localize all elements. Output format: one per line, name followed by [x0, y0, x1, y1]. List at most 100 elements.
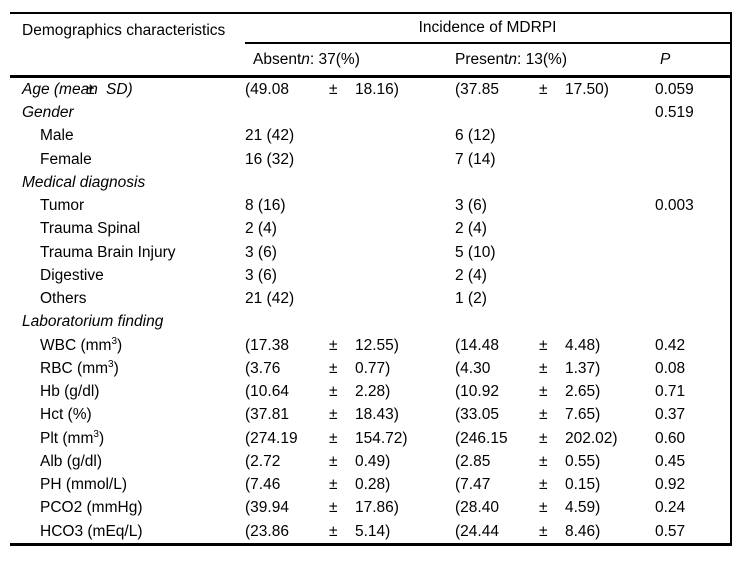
p-value-cell: 0.059	[655, 80, 694, 98]
present-value-cell: 3 (6)	[455, 197, 487, 215]
row-label-cell: WBC (mm3)	[10, 334, 245, 357]
table-row: Tumor 8 (16) 3 (6) 0.003	[10, 194, 731, 217]
row-label-cell: PH (mmol/L)	[40, 476, 127, 494]
plus-minus-symbol: ±	[329, 359, 338, 377]
absent-value-cell: (7.46 ±0.28)	[245, 473, 455, 496]
present-value-cell: (14.48 ±4.48)	[455, 334, 655, 357]
table-row: Age (mean± SD) (49.08 ±18.16) (37.85 ±17.50) 0…	[10, 77, 731, 102]
table-row: Laboratorium finding	[10, 311, 731, 334]
value-after-pm: 5.14)	[355, 522, 391, 540]
plus-minus-symbol: ±	[329, 336, 338, 354]
table-body: Age (mean± SD) (49.08 ±18.16) (37.85 ±17.50) 0…	[10, 77, 731, 545]
value-after-pm: 4.59)	[565, 499, 601, 517]
label-text: )	[117, 336, 123, 354]
present-value-cell: (24.44 ±8.46)	[455, 520, 655, 545]
present-value-cell: 1 (2)	[455, 290, 487, 308]
plus-minus-symbol: ±	[329, 522, 338, 540]
plus-minus-symbol: ±	[329, 80, 338, 98]
p-value-cell	[655, 125, 731, 148]
p-value-cell: 0.24	[655, 499, 686, 517]
p-value-cell: 0.45	[655, 452, 686, 470]
row-label-cell: Hb (g/dl)	[40, 383, 100, 401]
table-row: Alb (g/dl) (2.72 ±0.49) (2.85 ±0.55) 0.45	[10, 450, 731, 473]
p-symbol: P	[660, 50, 671, 68]
absent-value-cell: (49.08 ±18.16)	[245, 77, 455, 102]
value-before-pm: (14.48	[455, 336, 499, 354]
absent-value-cell	[245, 101, 455, 124]
p-value-cell	[655, 241, 731, 264]
present-value-cell: 5 (10)	[455, 243, 496, 261]
paper-table-page: Demographics characteristics Incidence o…	[10, 12, 732, 546]
present-value-cell	[455, 171, 655, 194]
value-before-pm: (24.44	[455, 522, 499, 540]
p-value-cell: 0.60	[655, 429, 686, 447]
table-row: PCO2 (mmHg) (39.94 ±17.86) (28.40 ±4.59) 0.24	[10, 497, 731, 520]
value-before-pm: Age (mean	[22, 80, 98, 98]
header-row-top: Demographics characteristics Incidence o…	[10, 13, 731, 78]
value-after-pm: 154.72)	[355, 429, 408, 447]
absent-value-cell: 2 (4)	[245, 220, 277, 238]
value-before-pm: (33.05	[455, 406, 499, 424]
plus-minus-symbol: ±	[329, 452, 338, 470]
plus-minus-symbol: ±	[86, 80, 95, 98]
value-after-pm: 0.49)	[355, 452, 391, 470]
table-row: Gender 0.519	[10, 101, 731, 124]
row-label-cell: Laboratorium finding	[22, 313, 164, 331]
absent-value-cell: 8 (16)	[245, 197, 286, 215]
absent-value-cell: 16 (32)	[245, 150, 295, 168]
table-row: Digestive 3 (6) 2 (4)	[10, 264, 731, 287]
value-before-pm: (10.64	[245, 383, 289, 401]
row-label-cell: Age (mean± SD)	[10, 77, 245, 102]
table-row: Medical diagnosis	[10, 171, 731, 194]
superscript: 3	[93, 428, 99, 440]
absent-count: : 37(%)	[309, 50, 360, 68]
plus-minus-symbol: ±	[539, 336, 548, 354]
absent-value-cell: (274.19 ±154.72)	[245, 427, 455, 450]
label-text: )	[98, 429, 105, 447]
row-label-cell: Others	[40, 290, 87, 308]
value-before-pm: (2.72	[245, 452, 281, 470]
value-before-pm: (28.40	[455, 499, 499, 517]
value-after-pm: SD)	[106, 80, 133, 98]
superscript: 3	[108, 358, 114, 370]
table-row: Male 21 (42) 6 (12)	[10, 125, 731, 148]
plus-minus-symbol: ±	[329, 499, 338, 517]
table-row: Others 21 (42) 1 (2)	[10, 287, 731, 310]
table-row: Hb (g/dl) (10.64 ±2.28) (10.92 ±2.65) 0.71	[10, 380, 731, 403]
absent-value-cell: (39.94 ±17.86)	[245, 497, 455, 520]
value-before-pm: (49.08	[245, 80, 289, 98]
label-text: )	[113, 359, 119, 377]
row-label-cell: RBC (mm3)	[10, 357, 245, 380]
absent-value-cell: 3 (6)	[245, 243, 277, 261]
table-row: Plt (mm3) (274.19 ±154.72) (246.15 ±202.02) 0…	[10, 427, 731, 450]
value-before-pm: (274.19	[245, 429, 298, 447]
value-before-pm: (3.76	[245, 359, 281, 377]
col-header-demographics: Demographics characteristics	[10, 13, 245, 78]
absent-value-cell: 3 (6)	[245, 266, 277, 284]
absent-value-cell: (3.76 ±0.77)	[245, 357, 455, 380]
value-before-pm: (2.85	[455, 452, 491, 470]
p-value-cell	[655, 148, 731, 171]
present-value-cell: (37.85 ±17.50)	[455, 77, 655, 102]
present-value-cell: (246.15 ±202.02)	[455, 427, 655, 450]
present-value-cell: 6 (12)	[455, 127, 496, 145]
table-row: Female 16 (32) 7 (14)	[10, 148, 731, 171]
p-value-cell	[655, 287, 731, 310]
row-label-cell: HCO3 (mEq/L)	[40, 522, 143, 540]
value-before-pm: (10.92	[455, 383, 499, 401]
row-label-cell: Tumor	[40, 197, 85, 215]
plus-minus-symbol: ±	[329, 429, 338, 447]
p-value-cell	[655, 311, 731, 334]
header-row-sub: Absentn: 37(%) Presentn: 13(%) P	[10, 43, 731, 78]
p-value-cell: 0.003	[655, 197, 694, 215]
value-after-pm: 17.50)	[565, 80, 609, 98]
table-row: Trauma Spinal 2 (4) 2 (4)	[10, 218, 731, 241]
table-row: WBC (mm3) (17.38 ±12.55) (14.48 ±4.48) 0.42	[10, 334, 731, 357]
plus-minus-symbol: ±	[539, 522, 548, 540]
value-before-pm: (7.46	[245, 476, 281, 494]
col-header-p: P	[655, 43, 731, 78]
row-label-cell: PCO2 (mmHg)	[40, 499, 143, 517]
p-value-cell: 0.92	[655, 476, 686, 494]
value-after-pm: 2.65)	[565, 383, 601, 401]
superscript: 3	[111, 335, 118, 347]
